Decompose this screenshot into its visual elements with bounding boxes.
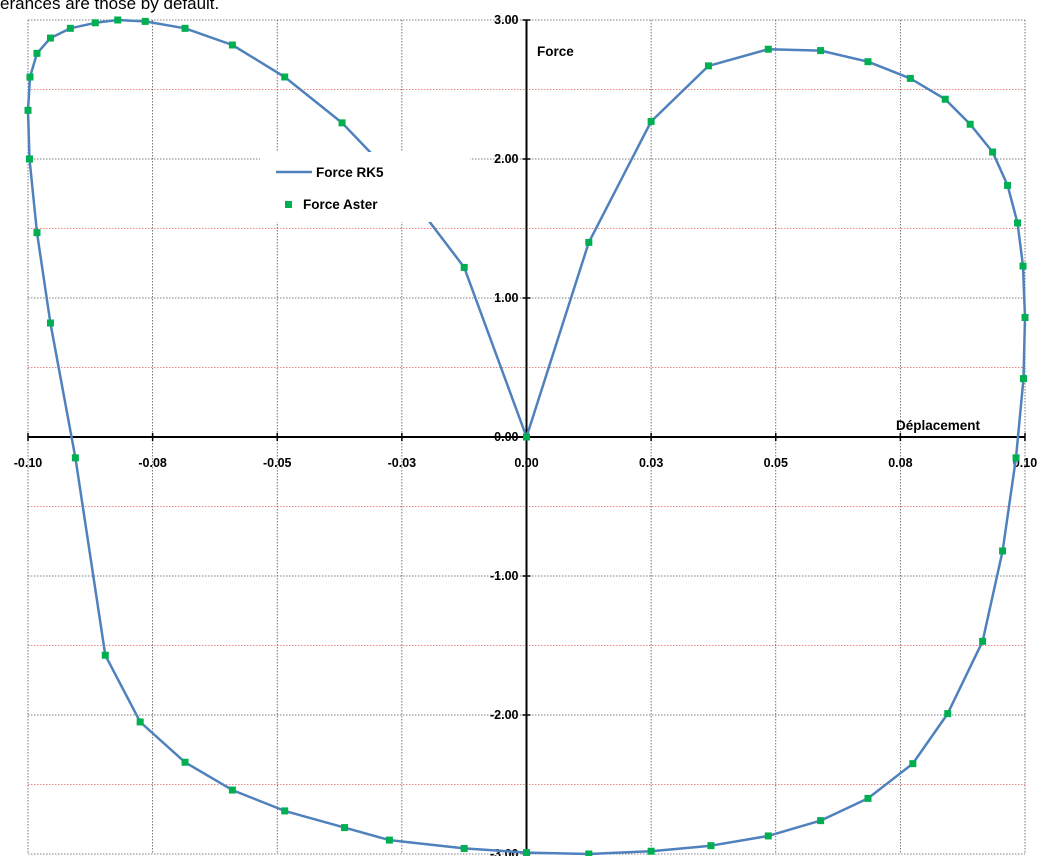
series-marker-1-18 xyxy=(979,637,987,645)
series-marker-1-48 xyxy=(181,24,189,32)
series-marker-1-31 xyxy=(281,807,289,815)
series-marker-1-35 xyxy=(101,651,109,659)
series-marker-1-21 xyxy=(864,794,872,802)
series-marker-1-19 xyxy=(944,710,952,718)
series-marker-1-9 xyxy=(966,120,974,128)
y-tick-labels: -3.00-2.00-1.000.001.002.003.00 xyxy=(490,13,519,856)
series-marker-1-49 xyxy=(228,41,236,49)
series-marker-1-40 xyxy=(24,106,32,114)
series-marker-1-41 xyxy=(26,73,34,81)
series-marker-1-50 xyxy=(281,73,289,81)
legend-entry-force-rk5: Force RK5 xyxy=(316,165,384,180)
series-marker-1-36 xyxy=(71,454,79,462)
x-tick-label-5: 0.03 xyxy=(639,456,663,470)
y-tick-label-5: 2.00 xyxy=(494,152,518,166)
y-tick-label-3: 0.00 xyxy=(494,430,518,444)
y-tick-label-1: -2.00 xyxy=(490,708,519,722)
series-marker-1-53 xyxy=(460,263,468,271)
series-marker-1-39 xyxy=(25,155,33,163)
series-layer xyxy=(24,16,1029,856)
legend: Force RK5 Force Aster xyxy=(260,152,470,222)
legend-marker-swatch xyxy=(285,201,292,208)
x-tick-label-4: 0.00 xyxy=(514,456,538,470)
series-marker-1-10 xyxy=(989,148,997,156)
series-marker-1-24 xyxy=(707,842,715,850)
series-marker-1-34 xyxy=(136,718,144,726)
series-marker-1-44 xyxy=(66,24,74,32)
x-axis-title: Déplacement xyxy=(896,418,981,433)
series-marker-1-3 xyxy=(704,62,712,70)
y-axis-title: Force xyxy=(537,44,574,59)
series-marker-1-20 xyxy=(909,760,917,768)
series-marker-1-32 xyxy=(228,786,236,794)
series-marker-1-4 xyxy=(764,45,772,53)
series-marker-1-38 xyxy=(33,229,41,237)
series-marker-1-1 xyxy=(585,238,593,246)
series-marker-1-22 xyxy=(817,817,825,825)
y-tick-label-2: -1.00 xyxy=(490,569,519,583)
series-marker-1-45 xyxy=(91,19,99,27)
x-tick-label-3: -0.03 xyxy=(388,456,417,470)
series-marker-1-17 xyxy=(999,547,1007,555)
series-marker-1-5 xyxy=(817,47,825,55)
series-marker-1-2 xyxy=(647,117,655,125)
series-marker-1-23 xyxy=(764,832,772,840)
y-tick-label-6: 3.00 xyxy=(494,13,518,27)
series-marker-1-37 xyxy=(46,319,54,327)
y-tick-label-4: 1.00 xyxy=(494,291,518,305)
series-marker-1-43 xyxy=(46,34,54,42)
x-tick-label-1: -0.08 xyxy=(138,456,167,470)
series-marker-1-15 xyxy=(1020,375,1028,383)
legend-entry-force-aster: Force Aster xyxy=(303,197,378,212)
series-marker-1-51 xyxy=(338,119,346,127)
series-marker-1-25 xyxy=(647,847,655,855)
x-tick-label-0: -0.10 xyxy=(14,456,43,470)
series-marker-1-27 xyxy=(523,849,530,856)
x-tick-label-7: 0.08 xyxy=(888,456,912,470)
x-tick-label-2: -0.05 xyxy=(263,456,292,470)
series-marker-1-12 xyxy=(1014,219,1022,227)
series-marker-1-33 xyxy=(181,758,189,766)
series-marker-1-26 xyxy=(585,850,593,856)
page-caption-text: érances are those by default. xyxy=(0,0,220,13)
x-tick-labels: -0.10 -0.08 -0.05 -0.03 0.00 0.03 0.05 0.08 0.10 xyxy=(14,456,1037,470)
series-marker-1-42 xyxy=(33,49,41,57)
series-marker-1-28 xyxy=(460,844,468,852)
series-marker-1-13 xyxy=(1019,262,1027,270)
series-marker-1-7 xyxy=(906,74,914,82)
series-marker-1-30 xyxy=(341,824,349,832)
series-marker-1-16 xyxy=(1012,454,1020,462)
series-marker-1-8 xyxy=(941,95,949,103)
series-marker-1-6 xyxy=(864,58,872,66)
legend-background xyxy=(260,152,470,222)
x-tick-label-6: 0.05 xyxy=(764,456,788,470)
series-marker-1-14 xyxy=(1021,313,1029,321)
series-marker-1-54 xyxy=(523,433,530,441)
series-marker-1-47 xyxy=(141,17,149,25)
series-marker-1-29 xyxy=(385,836,393,844)
series-marker-1-11 xyxy=(1004,181,1012,189)
series-marker-1-46 xyxy=(114,16,122,24)
